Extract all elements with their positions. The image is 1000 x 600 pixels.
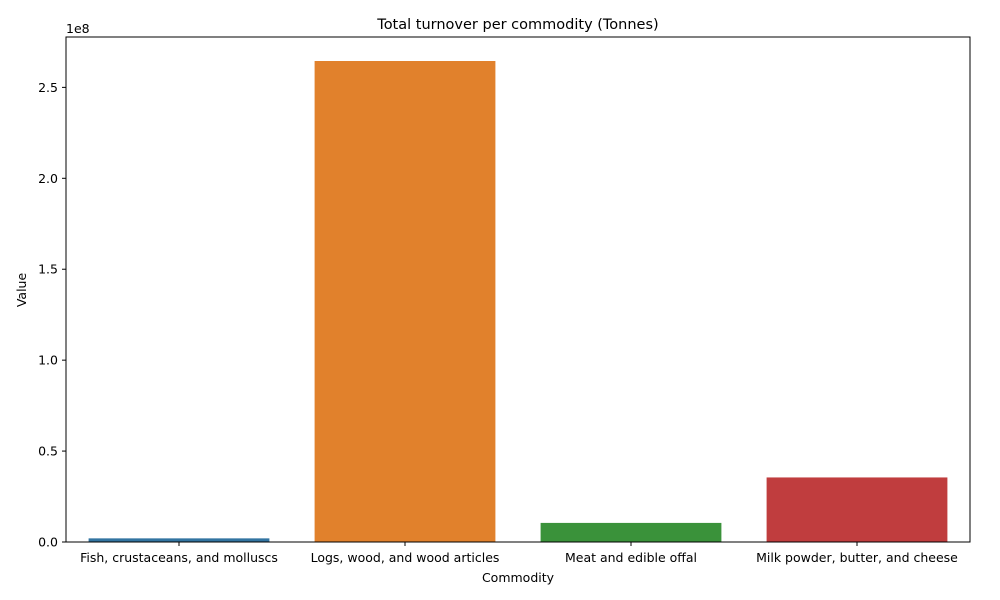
- y-tick-label: 0.5: [38, 444, 58, 459]
- bar: [766, 477, 948, 542]
- bars-layer: [88, 61, 948, 542]
- x-tick-label: Logs, wood, and wood articles: [311, 550, 500, 565]
- x-axis-label: Commodity: [482, 570, 555, 585]
- y-tick-label: 1.0: [38, 353, 58, 368]
- y-axis-ticks: 0.0 0.5 1.0 1.5 2.0 2.5: [38, 80, 66, 550]
- plot-frame: [65, 36, 971, 543]
- y-offset-label: 1e8: [66, 21, 90, 36]
- y-tick-label: 0.0: [38, 535, 58, 550]
- y-tick-label: 1.5: [38, 262, 58, 277]
- x-tick-label: Fish, crustaceans, and molluscs: [80, 550, 278, 565]
- y-tick-label: 2.0: [38, 171, 58, 186]
- x-axis-ticks: Fish, crustaceans, and molluscs Logs, woo…: [80, 542, 958, 565]
- y-axis-label: Value: [14, 273, 29, 308]
- x-tick-label: Meat and edible offal: [565, 550, 697, 565]
- chart-title: Total turnover per commodity (Tonnes): [376, 17, 658, 33]
- x-tick-label: Milk powder, butter, and cheese: [756, 550, 958, 565]
- y-tick-label: 2.5: [38, 80, 58, 95]
- bar: [540, 522, 722, 542]
- bar: [88, 538, 270, 542]
- bar: [314, 61, 496, 542]
